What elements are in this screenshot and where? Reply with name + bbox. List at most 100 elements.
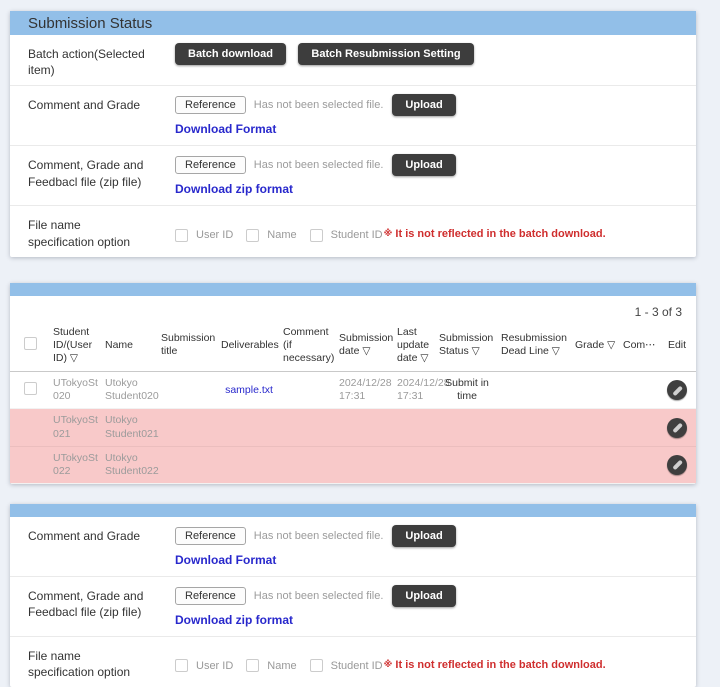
submission-table-panel: 1 - 3 of 3 Student ID/(User ID) ▽ Name S…	[10, 282, 696, 484]
grade-cell	[572, 409, 620, 446]
name-checkbox[interactable]	[246, 659, 260, 673]
col-status[interactable]: Submission Status ▽	[439, 332, 494, 358]
select-all-checkbox[interactable]	[24, 336, 37, 350]
submission-title-cell	[158, 409, 218, 446]
col-name: Name	[105, 338, 134, 351]
name-checkbox-option[interactable]: Name	[246, 228, 297, 242]
batch-resubmission-button[interactable]: Batch Resubmission Setting	[298, 43, 474, 65]
last-update-cell: 2024/12/28 17:31	[397, 377, 450, 403]
reference-button[interactable]: Reference	[175, 96, 246, 115]
last-update-cell	[394, 409, 436, 446]
col-resubmission[interactable]: Resubmission Dead Line ▽	[501, 332, 567, 358]
table-panel-top-bar	[10, 282, 696, 296]
comment-grade-row: Comment and Grade Reference Has not been…	[10, 86, 696, 147]
upload-button[interactable]: Upload	[392, 584, 456, 607]
submission-date-cell	[336, 446, 394, 483]
comment-grade-zip-row-bottom: Comment, Grade and Feedbacl file (zip fi…	[10, 577, 696, 637]
no-file-text: Has not been selected file.	[253, 99, 384, 112]
filename-option-row-bottom: File name specification option User ID N…	[10, 637, 696, 687]
comment-cell	[280, 372, 336, 409]
edit-button[interactable]	[667, 454, 687, 475]
download-zip-format-link[interactable]: Download zip format	[175, 612, 293, 627]
com-cell	[620, 372, 658, 409]
col-student-id[interactable]: Student ID/(User ID) ▽	[53, 325, 93, 364]
user-id-checkbox[interactable]	[175, 659, 188, 673]
user-id-checkbox-option[interactable]: User ID	[175, 228, 233, 242]
name-checkbox-option[interactable]: Name	[246, 659, 297, 673]
submission-date-cell: 2024/12/28 17:31	[339, 377, 392, 403]
batch-action-row: Batch action(Selected item) Batch downlo…	[10, 35, 696, 87]
pagination-label: 1 - 3 of 3	[634, 304, 682, 319]
table-row: UTokyoSt022 Utokyo Student022	[10, 446, 696, 484]
col-com: Com⋯	[623, 338, 656, 351]
col-last-update[interactable]: Last update date ▽	[397, 325, 430, 364]
bottom-upload-panel: Comment and Grade Reference Has not been…	[10, 503, 696, 687]
last-update-cell	[394, 446, 436, 483]
status-cell	[436, 446, 498, 483]
reference-button[interactable]: Reference	[175, 526, 246, 545]
upload-button[interactable]: Upload	[392, 94, 456, 117]
name-cell: Utokyo Student021	[105, 414, 159, 440]
filename-option-label: File name specification option	[28, 648, 131, 680]
deliverables-cell	[218, 446, 280, 483]
reference-button[interactable]: Reference	[175, 156, 246, 175]
row-checkbox[interactable]	[24, 381, 37, 395]
reference-button[interactable]: Reference	[175, 586, 246, 605]
panel-title-bar: Submission Status	[10, 11, 696, 35]
deliverable-file-link[interactable]: sample.txt	[225, 383, 273, 396]
panel-title: Submission Status	[28, 14, 153, 32]
user-id-checkbox[interactable]	[175, 228, 188, 242]
name-cell: Utokyo Student020	[105, 377, 159, 403]
student-id-cell: UTokyoSt022	[53, 451, 98, 477]
batch-action-label: Batch action(Selected item)	[28, 47, 145, 78]
resubmission-cell	[498, 446, 572, 483]
submission-title-cell	[158, 446, 218, 483]
batch-download-note: ※ It is not reflected in the batch downl…	[383, 658, 606, 671]
col-comment: Comment (if necessary)	[283, 325, 335, 364]
upload-button[interactable]: Upload	[392, 524, 456, 547]
submission-table: Student ID/(User ID) ▽ Name Submission t…	[10, 320, 696, 484]
download-zip-format-link[interactable]: Download zip format	[175, 182, 293, 197]
no-file-text: Has not been selected file.	[253, 589, 384, 602]
col-grade[interactable]: Grade ▽	[575, 338, 616, 351]
comment-cell	[280, 409, 336, 446]
student-id-cell: UTokyoSt020	[53, 377, 98, 403]
table-header-row: Student ID/(User ID) ▽ Name Submission t…	[10, 320, 696, 372]
student-id-cell: UTokyoSt021	[53, 414, 98, 440]
resubmission-cell	[498, 409, 572, 446]
student-id-checkbox[interactable]	[309, 659, 323, 673]
download-format-link[interactable]: Download Format	[175, 552, 277, 567]
status-cell: Submit in time	[445, 377, 489, 403]
pencil-icon	[671, 385, 683, 396]
comment-grade-zip-row: Comment, Grade and Feedbacl file (zip fi…	[10, 146, 696, 207]
table-row: UTokyoSt020 Utokyo Student020 sample.txt…	[10, 372, 696, 409]
col-deliverables: Deliverables	[221, 338, 279, 351]
com-cell	[620, 446, 658, 483]
status-cell	[436, 409, 498, 446]
no-file-text: Has not been selected file.	[253, 159, 384, 172]
edit-button[interactable]	[667, 417, 687, 438]
comment-grade-zip-label: Comment, Grade and Feedbacl file (zip fi…	[28, 588, 144, 620]
deliverables-cell	[218, 409, 280, 446]
resubmission-cell	[498, 372, 572, 409]
comment-grade-zip-label: Comment, Grade and Feedbacl file (zip fi…	[28, 158, 144, 189]
user-id-checkbox-option[interactable]: User ID	[175, 659, 233, 673]
student-id-checkbox[interactable]	[309, 228, 323, 242]
com-cell	[620, 409, 658, 446]
student-id-checkbox-option[interactable]: Student ID	[309, 228, 383, 242]
edit-button[interactable]	[667, 380, 687, 401]
batch-download-button[interactable]: Batch download	[175, 43, 286, 65]
upload-button[interactable]: Upload	[392, 154, 456, 177]
col-edit: Edit	[667, 338, 687, 351]
comment-cell	[280, 446, 336, 483]
submission-title-cell	[158, 372, 218, 409]
name-checkbox[interactable]	[246, 228, 260, 242]
student-id-checkbox-option[interactable]: Student ID	[309, 659, 383, 673]
pencil-icon	[671, 422, 683, 433]
filename-option-label: File name specification option	[28, 218, 131, 249]
submission-status-panel: Submission Status Batch action(Selected …	[10, 11, 696, 257]
download-format-link[interactable]: Download Format	[175, 122, 277, 137]
no-file-text: Has not been selected file.	[253, 529, 384, 542]
col-submission-date[interactable]: Submission date ▽	[339, 332, 394, 358]
